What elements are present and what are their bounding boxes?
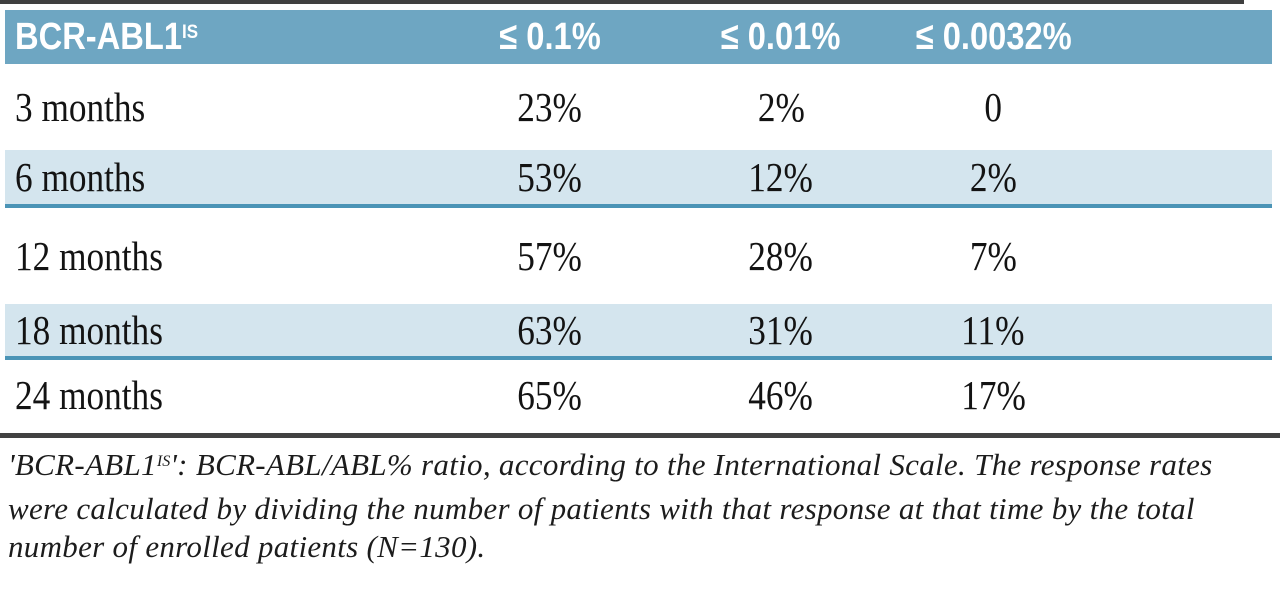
value: 7% [969,233,1017,279]
header-label-superscript: IS [182,20,199,43]
value: 46% [748,372,814,418]
row-label: 12 months [15,233,163,279]
row-label-cell: 6 months [5,153,429,201]
value-cell: 28% [670,232,892,280]
footnote-text: ': BCR-ABL/ABL% ratio, according to the … [8,447,1213,564]
header-threshold-label: ≤ 0.0032% [915,15,1072,58]
value-cell: 65% [429,371,670,419]
table-row-24-months: 24 months 65% 46% 17% [5,360,1272,430]
value: 0 [984,84,1003,130]
value-cell: 63% [429,306,670,354]
footnote-term-superscript: IS [156,453,171,471]
value: 53% [517,154,583,200]
header-threshold-label: ≤ 0.1% [499,15,601,58]
row-label: 24 months [15,372,163,418]
value: 17% [960,372,1026,418]
value-cell: 17% [892,371,1095,419]
row-label: 3 months [15,84,146,130]
table-top-rule [0,0,1244,4]
response-rate-table: BCR-ABL1IS ≤ 0.1% ≤ 0.01% ≤ 0.0032% 3 mo… [5,10,1272,430]
value: 11% [961,307,1025,353]
value: 31% [748,307,814,353]
table-footnote: 'BCR-ABL1IS': BCR-ABL/ABL% ratio, accord… [8,446,1272,566]
value-cell: 0 [892,83,1095,131]
footnote-term: 'BCR-ABL1 [8,447,157,482]
value: 65% [517,372,583,418]
table-header-row: BCR-ABL1IS ≤ 0.1% ≤ 0.01% ≤ 0.0032% [5,10,1272,64]
value-cell: 31% [670,306,892,354]
header-cell-threshold-0-1: ≤ 0.1% [429,16,670,59]
value-cell: 7% [892,232,1095,280]
table-row-12-months: 12 months 57% 28% 7% [5,208,1272,304]
value-cell: 53% [429,153,670,201]
value-cell: 23% [429,83,670,131]
table-bottom-rule [0,433,1280,438]
table-row-3-months: 3 months 23% 2% 0 [5,64,1272,150]
row-label-cell: 3 months [5,83,429,131]
row-label: 18 months [15,307,163,353]
row-label: 6 months [15,154,146,200]
value-cell: 46% [670,371,892,419]
table-row-6-months: 6 months 53% 12% 2% [5,150,1272,208]
header-cell-bcr-abl1: BCR-ABL1IS [5,16,429,59]
value: 28% [748,233,814,279]
value: 63% [517,307,583,353]
header-cell-threshold-0-0032: ≤ 0.0032% [892,16,1095,59]
value-cell: 11% [892,306,1095,354]
value: 2% [969,154,1017,200]
value-cell: 12% [670,153,892,201]
value-cell: 2% [892,153,1095,201]
header-label: BCR-ABL1 [15,15,183,58]
value-cell: 57% [429,232,670,280]
value: 57% [517,233,583,279]
header-cell-threshold-0-01: ≤ 0.01% [670,16,892,59]
header-threshold-label: ≤ 0.01% [721,15,841,58]
value-cell: 2% [670,83,892,131]
row-label-cell: 24 months [5,371,429,419]
value: 23% [517,84,583,130]
value: 2% [757,84,805,130]
table-row-18-months: 18 months 63% 31% 11% [5,304,1272,360]
row-label-cell: 12 months [5,232,429,280]
row-label-cell: 18 months [5,306,429,354]
value: 12% [748,154,814,200]
